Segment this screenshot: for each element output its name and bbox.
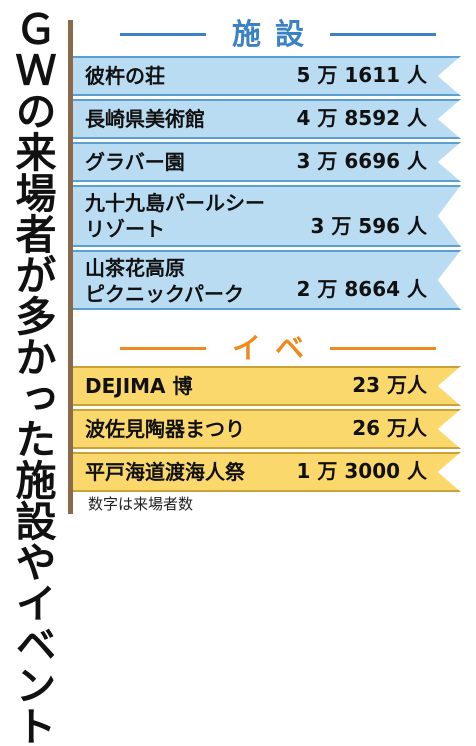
flag-row: 平戸海道渡海人祭 1 万 3000 人	[73, 452, 461, 492]
flag-row: DEJIMA 博 23 万人	[73, 366, 461, 406]
chart-title: ＧＷの来場者が多かった施設やイベント	[8, 8, 56, 746]
heading-rule-right	[330, 33, 436, 36]
visitor-count: 4 万 8592 人	[296, 106, 427, 130]
visitor-count: 26 万人	[352, 416, 427, 440]
heading-rule-left	[120, 33, 206, 36]
venue-name: DEJIMA 博	[85, 374, 193, 398]
heading-rule-right	[330, 347, 436, 350]
heading-rule-left	[120, 347, 206, 350]
venue-name: 長崎県美術館	[85, 107, 205, 131]
flag-row: グラバー園 3 万 6696 人	[73, 142, 461, 182]
visitor-count: 3 万 6696 人	[296, 149, 427, 173]
section-heading-label: イベント	[225, 331, 318, 401]
venue-name: グラバー園	[85, 150, 185, 174]
visitor-count: 5 万 1611 人	[296, 63, 427, 87]
venue-name: 平戸海道渡海人祭	[85, 460, 245, 484]
visitor-count: 3 万 596 人	[310, 214, 427, 238]
flag-pole	[68, 20, 73, 514]
venue-name: 九十九島パールシー リゾート	[85, 191, 265, 241]
visitor-count: 1 万 3000 人	[296, 459, 427, 483]
venue-name: 彼杵の荘	[85, 64, 165, 88]
visitor-count: 2 万 8664 人	[296, 277, 427, 301]
flag-row: 彼杵の荘 5 万 1611 人	[73, 56, 461, 96]
visitor-count: 23 万人	[352, 373, 427, 397]
section-heading-facilities: 施設	[80, 16, 460, 52]
flag-row: 波佐見陶器まつり 26 万人	[73, 409, 461, 449]
footnote: 数字は来場者数	[88, 495, 194, 513]
section-heading-label: 施設	[231, 17, 318, 51]
section-heading-events: イベント	[80, 330, 460, 401]
venue-name: 山茶花高原 ピクニックパーク	[85, 256, 244, 306]
flag-row: 山茶花高原 ピクニックパーク 2 万 8664 人	[73, 250, 461, 310]
flag-row: 九十九島パールシー リゾート 3 万 596 人	[73, 185, 461, 247]
flag-row: 長崎県美術館 4 万 8592 人	[73, 99, 461, 139]
venue-name: 波佐見陶器まつり	[85, 417, 245, 441]
